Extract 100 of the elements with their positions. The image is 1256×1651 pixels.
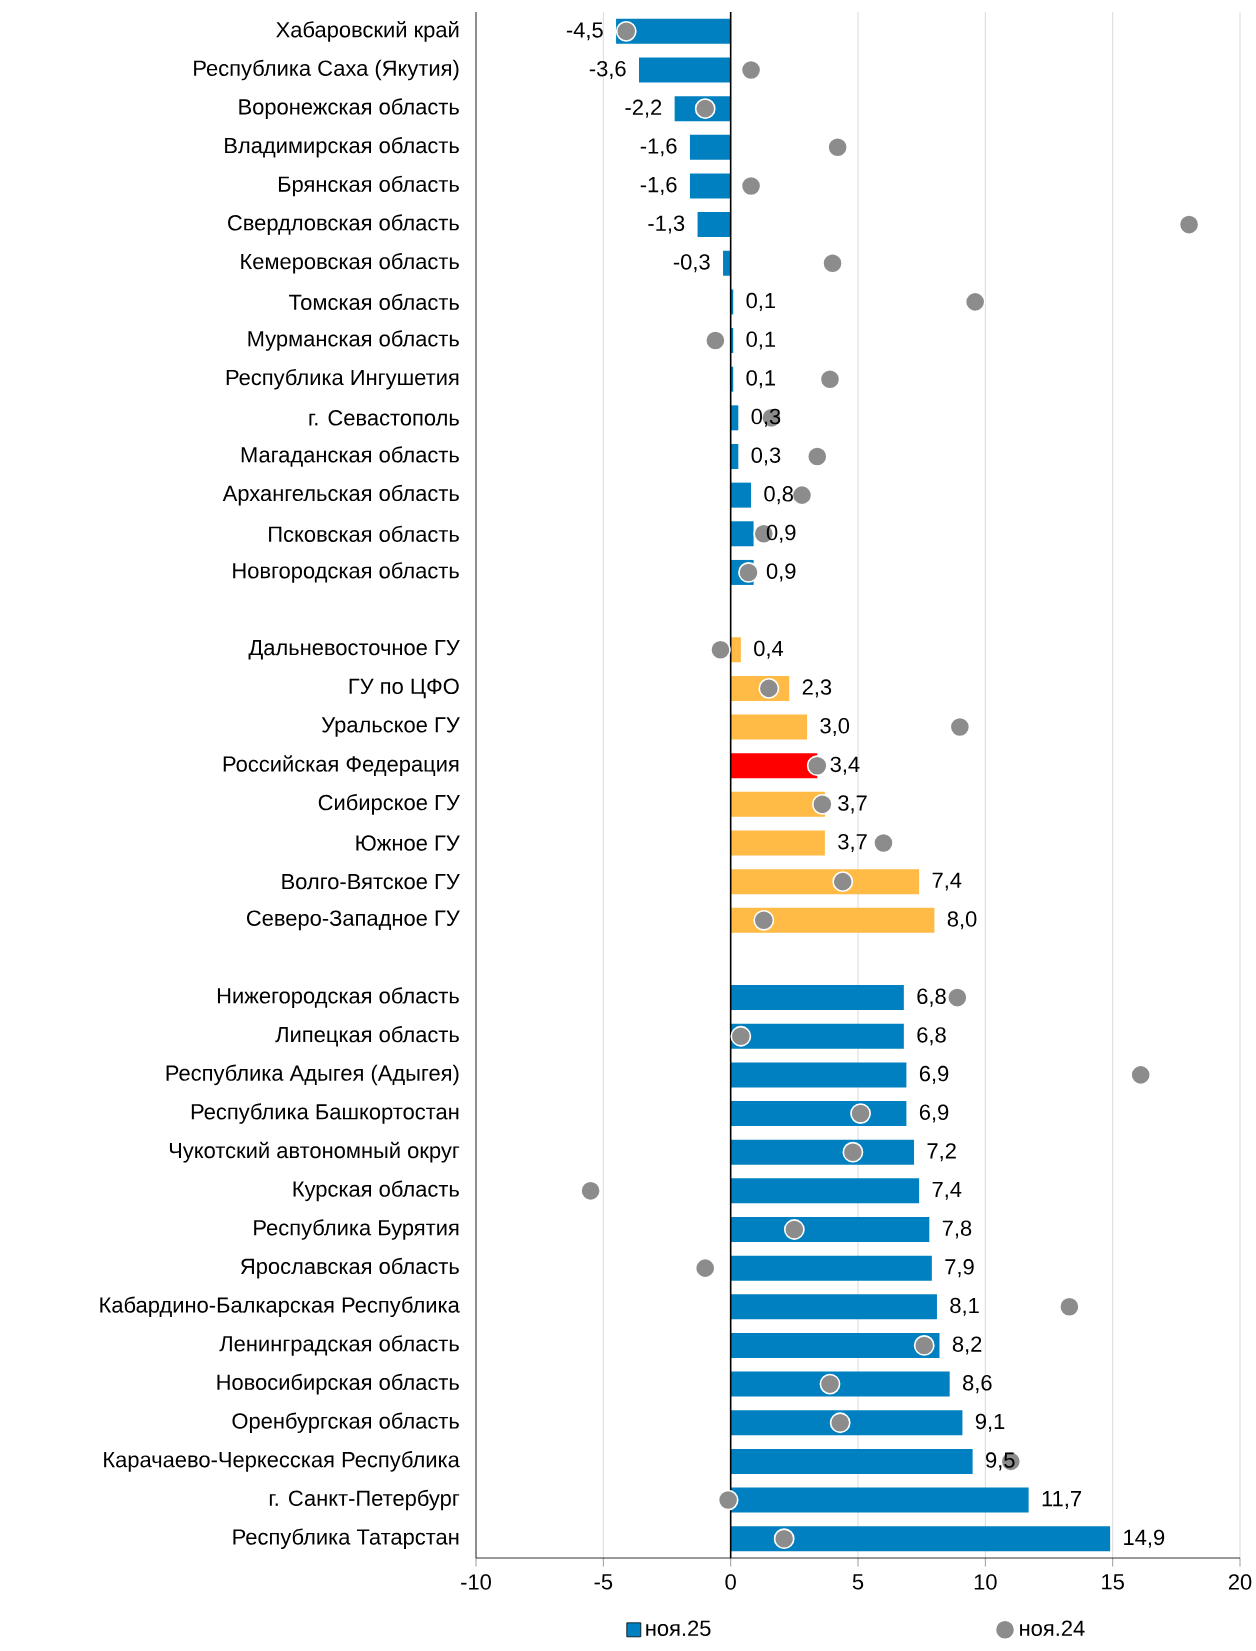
y-tick-label: Волго-Вятское ГУ bbox=[282, 873, 460, 890]
data-label: 3,7 bbox=[838, 795, 867, 814]
y-tick-label: Псковская область bbox=[269, 525, 459, 542]
bar bbox=[730, 1410, 963, 1436]
y-tick-label: Хабаровский край bbox=[276, 20, 459, 42]
bar bbox=[730, 637, 741, 663]
data-label: 0,3 bbox=[751, 447, 781, 466]
point bbox=[1058, 1296, 1080, 1318]
data-label: 6,9 bbox=[919, 1104, 949, 1123]
bar bbox=[730, 985, 904, 1011]
bar bbox=[730, 791, 825, 817]
y-tick-label: Магаданская область bbox=[241, 446, 459, 467]
bar bbox=[730, 1255, 932, 1281]
bar bbox=[730, 907, 935, 933]
bar bbox=[730, 1216, 930, 1242]
y-tick-label: Южное ГУ bbox=[356, 835, 460, 851]
point bbox=[580, 1180, 601, 1202]
y-tick-label: Кабардино-Балкарская Республика bbox=[100, 1296, 460, 1318]
y-tick-label: Северо-Западное ГУ bbox=[246, 910, 460, 931]
point bbox=[964, 291, 986, 313]
point bbox=[758, 677, 780, 699]
bar bbox=[689, 134, 731, 160]
point bbox=[873, 832, 894, 854]
bar bbox=[730, 869, 920, 895]
y-tick-label: Мурманская область bbox=[248, 330, 459, 351]
x-tick-label: 20 bbox=[1228, 1574, 1252, 1590]
data-label: 7,4 bbox=[932, 872, 962, 891]
y-tick-label: Оренбургская область bbox=[232, 1412, 459, 1434]
bar bbox=[730, 1448, 973, 1474]
bar bbox=[730, 1371, 950, 1397]
data-label: 0,1 bbox=[746, 331, 776, 350]
bar bbox=[689, 173, 731, 199]
y-tick-label: Липецкая область bbox=[275, 1026, 459, 1047]
y-tick-label: Курская область bbox=[293, 1180, 459, 1202]
point bbox=[704, 330, 726, 351]
y-tick-label: г. Севастополь bbox=[309, 410, 459, 426]
bar bbox=[730, 1101, 907, 1127]
bar bbox=[723, 250, 731, 276]
data-label: 11,7 bbox=[1042, 1491, 1081, 1509]
point bbox=[1130, 1064, 1152, 1086]
bar bbox=[730, 714, 808, 740]
y-tick-label: Владимирская область bbox=[225, 136, 459, 158]
y-tick-label: Республика Бурятия bbox=[254, 1219, 459, 1240]
y-tick-label: Кемеровская область bbox=[241, 252, 459, 274]
point bbox=[694, 98, 716, 120]
x-tick-label: 5 bbox=[852, 1574, 864, 1590]
legend-label: ноя.24 bbox=[1020, 1620, 1085, 1637]
data-label: -1,6 bbox=[640, 138, 677, 157]
bar bbox=[730, 1023, 904, 1049]
x-tick-label: 15 bbox=[1102, 1574, 1124, 1590]
data-label: 8,1 bbox=[950, 1297, 979, 1316]
point bbox=[717, 1489, 739, 1511]
bar bbox=[730, 1526, 1111, 1552]
data-label: -1,3 bbox=[648, 215, 685, 234]
y-tick-label: Республика Ингушетия bbox=[226, 368, 459, 390]
y-tick-label: Республика Саха (Якутия) bbox=[194, 59, 459, 81]
y-tick-label: Дальневосточное ГУ bbox=[248, 640, 460, 660]
x-tick-label: -5 bbox=[594, 1574, 613, 1590]
legend-label: ноя.25 bbox=[646, 1620, 711, 1637]
data-label: 0,4 bbox=[754, 640, 784, 659]
point bbox=[850, 1103, 871, 1124]
x-tick-label: -10 bbox=[461, 1574, 491, 1590]
data-label: 2,3 bbox=[802, 679, 832, 698]
bar bbox=[730, 443, 739, 469]
y-tick-label: Архангельская область bbox=[222, 484, 459, 506]
y-tick-label: ГУ по ЦФО bbox=[349, 678, 459, 699]
x-tick-label: 0 bbox=[725, 1574, 736, 1590]
bar bbox=[730, 1294, 937, 1320]
y-tick-label: Ленинградская область bbox=[219, 1335, 459, 1356]
data-label: 8,0 bbox=[947, 911, 977, 930]
data-label: 9,5 bbox=[986, 1452, 1015, 1471]
point bbox=[827, 136, 849, 158]
y-tick-label: Республика Адыгея (Адыгея) bbox=[166, 1064, 459, 1086]
bar bbox=[730, 1487, 1029, 1513]
point bbox=[913, 1335, 935, 1356]
y-tick-label: Уральское ГУ bbox=[321, 717, 460, 737]
bar bbox=[730, 830, 825, 856]
point bbox=[806, 446, 828, 467]
data-label: 6,8 bbox=[917, 1027, 946, 1046]
point bbox=[822, 252, 843, 274]
data-label: 8,6 bbox=[963, 1375, 992, 1394]
data-label: 8,2 bbox=[952, 1336, 982, 1355]
data-label: -2,2 bbox=[625, 99, 662, 118]
data-label: 0,1 bbox=[746, 292, 776, 311]
data-label: 9,1 bbox=[975, 1413, 1005, 1432]
y-tick-label: Республика Башкортостан bbox=[191, 1103, 459, 1124]
point bbox=[694, 1257, 716, 1279]
point bbox=[842, 1141, 864, 1163]
point bbox=[832, 871, 854, 893]
y-tick-label: Новосибирская область bbox=[217, 1373, 459, 1395]
point bbox=[615, 20, 637, 42]
bar bbox=[730, 482, 752, 508]
y-tick-label: Ярославская область bbox=[240, 1257, 459, 1279]
point bbox=[829, 1412, 851, 1434]
data-label: -1,6 bbox=[640, 176, 677, 195]
point bbox=[783, 1219, 805, 1240]
point bbox=[740, 175, 762, 197]
y-tick-label: г. Санкт-Петербург bbox=[269, 1489, 460, 1511]
y-tick-label: Нижегородская область bbox=[217, 987, 459, 1008]
y-tick-label: Сибирское ГУ bbox=[318, 794, 460, 815]
